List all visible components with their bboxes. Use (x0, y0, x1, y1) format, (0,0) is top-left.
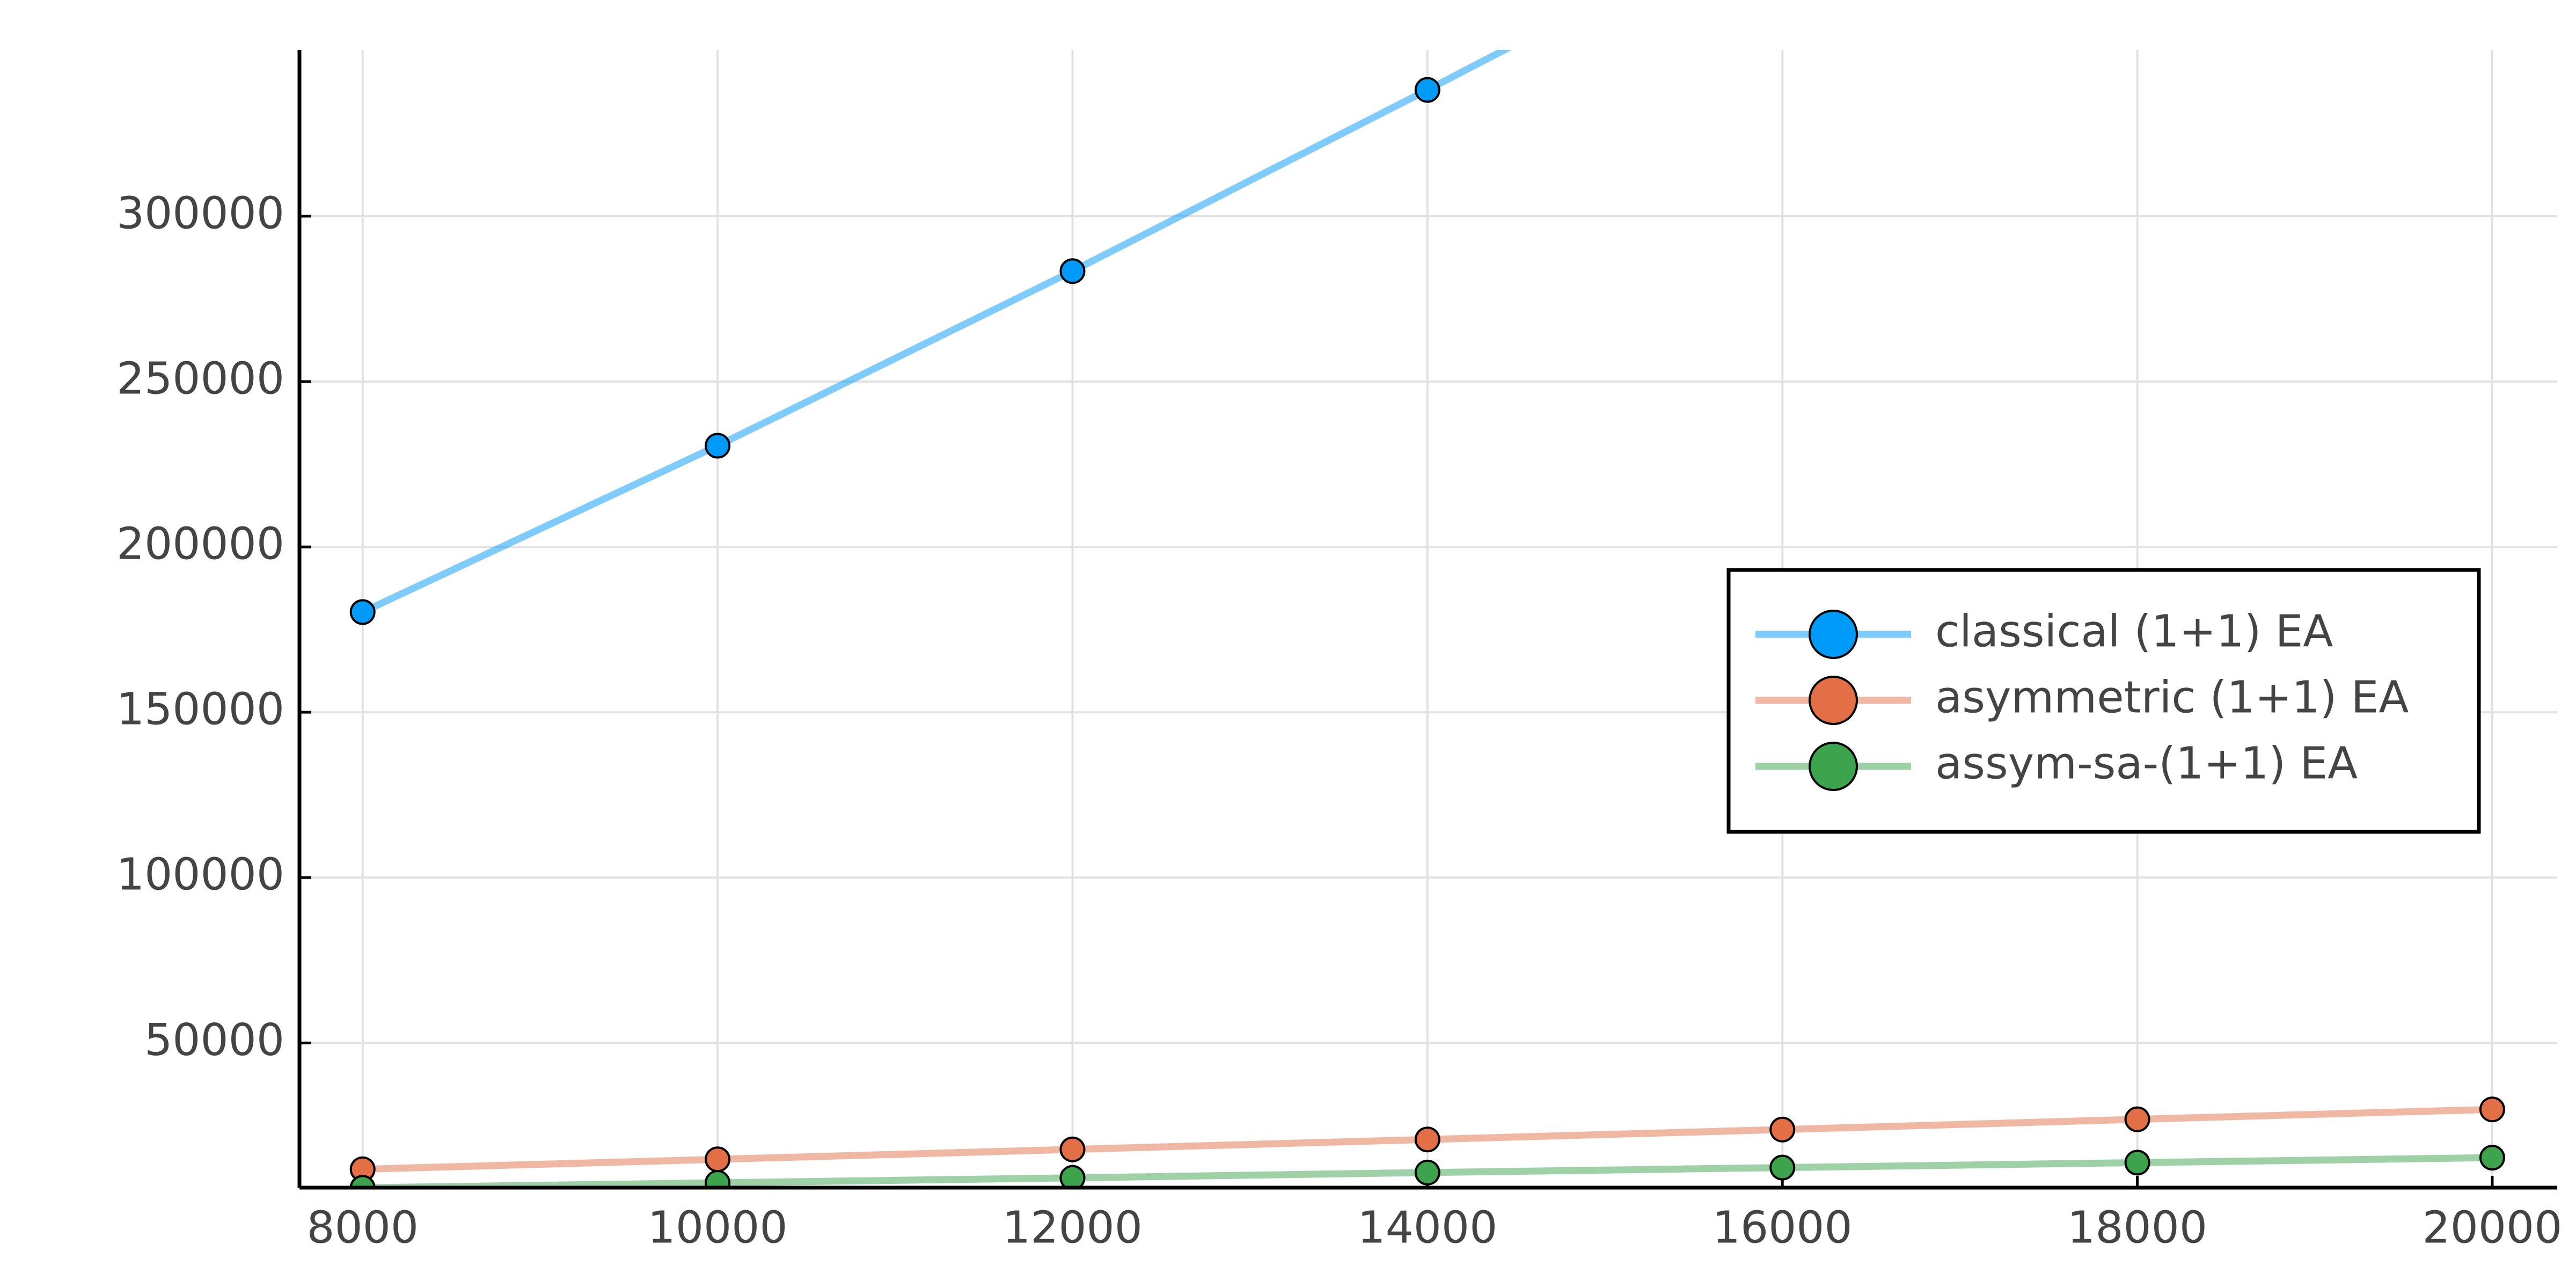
marker (2479, 1145, 2505, 1171)
marker (1769, 1154, 1796, 1181)
y-tick-label: 100000 (116, 850, 284, 901)
marker (1414, 1126, 1440, 1153)
marker (1769, 1116, 1796, 1143)
marker (1059, 258, 1086, 284)
x-tick-label: 12000 (1002, 1202, 1143, 1253)
marker (2124, 1150, 2150, 1176)
x-tick-label: 8000 (306, 1202, 419, 1253)
marker (705, 1169, 731, 1188)
marker (1414, 1159, 1440, 1185)
y-tick-label: 300000 (116, 188, 284, 239)
legend-marker (1809, 610, 1858, 659)
x-tick-label: 20000 (2423, 1202, 2563, 1253)
marker (705, 1146, 731, 1173)
marker (2479, 1096, 2505, 1123)
y-tick-label: 50000 (144, 1015, 284, 1066)
marker (1059, 1136, 1086, 1162)
x-tick-label: 14000 (1357, 1202, 1497, 1253)
legend-label: classical (1+1) EA (1935, 606, 2333, 657)
marker (1059, 1165, 1086, 1188)
x-tick-label: 10000 (648, 1202, 788, 1253)
y-tick-label: 150000 (116, 684, 284, 735)
marker (705, 433, 731, 459)
marker (349, 599, 376, 625)
x-tick-label: 18000 (2067, 1202, 2207, 1253)
legend-marker (1809, 742, 1858, 791)
y-tick-label: 200000 (116, 519, 284, 570)
legend-marker (1809, 676, 1858, 725)
legend-label: assym-sa-(1+1) EA (1935, 738, 2358, 789)
x-tick-label: 16000 (1713, 1202, 1853, 1253)
marker (2124, 1106, 2150, 1132)
legend-label: asymmetric (1+1) EA (1935, 672, 2409, 723)
marker (349, 1175, 376, 1188)
plot-area (349, 50, 2505, 1188)
y-tick-label: 250000 (116, 353, 284, 404)
marker (1414, 77, 1440, 103)
